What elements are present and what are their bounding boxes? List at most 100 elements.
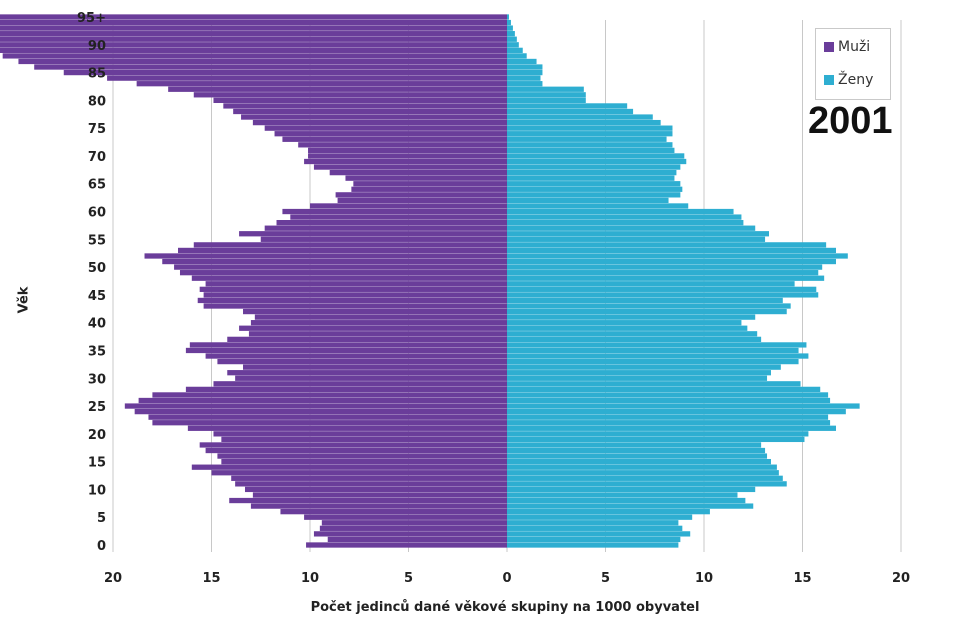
bar-men-age-35 — [185, 347, 507, 354]
bar-men-age-73 — [282, 136, 507, 142]
bar-men-age-0 — [306, 542, 507, 548]
bar-men-age-44 — [197, 297, 507, 304]
y-axis-ticks: 0 5 10 15 20 25 30 35 40 45 50 55 60 65 70 75 80 85 90 95+ — [77, 11, 106, 554]
bar-women-age-40 — [507, 320, 742, 326]
bar-women-age-42 — [507, 308, 787, 315]
bar-women-age-83 — [507, 81, 543, 87]
bar-men-age-55 — [260, 236, 507, 242]
bar-women-age-72 — [507, 142, 673, 148]
y-tick-label: 40 — [88, 317, 106, 332]
bar-men-age-31 — [227, 370, 507, 376]
bar-men-age-81 — [193, 92, 507, 98]
bar-men-age-74 — [274, 131, 507, 137]
bar-women-age-30 — [507, 375, 768, 381]
bar-women-age-46 — [507, 286, 817, 292]
bar-women-age-28 — [507, 386, 821, 393]
bar-women-age-58 — [507, 220, 744, 226]
bar-women-age-81 — [507, 92, 586, 98]
bar-women-age-26 — [507, 397, 831, 404]
bar-women-age-55 — [507, 236, 766, 242]
bar-women-age-3 — [507, 525, 683, 531]
bar-men-age-64 — [351, 186, 507, 192]
bar-men-age-34 — [205, 353, 507, 359]
bar-women-age-44 — [507, 297, 783, 304]
bar-women-age-64 — [507, 186, 683, 192]
bar-men-age-32 — [243, 364, 507, 370]
bar-women-age-74 — [507, 131, 673, 137]
bar-men-age-22 — [152, 420, 507, 426]
bar-men-age-70 — [308, 153, 507, 159]
bar-women-age-36 — [507, 342, 807, 348]
bar-women-age-87 — [507, 58, 537, 65]
bar-men-age-18 — [199, 442, 507, 448]
bar-women-age-49 — [507, 270, 819, 276]
bar-women-age-93 — [507, 25, 513, 31]
bar-men-age-53 — [178, 247, 507, 254]
bar-men-age-83 — [136, 81, 507, 87]
y-tick-label: 10 — [88, 483, 106, 498]
x-axis-ticks: 20 15 10 5 0 5 10 15 20 — [104, 571, 910, 586]
bar-men-age-33 — [217, 358, 507, 365]
bar-women-age-7 — [507, 503, 754, 509]
bar-men-age-11 — [235, 481, 507, 487]
bar-men-age-50 — [174, 264, 507, 270]
bar-women-age-34 — [507, 353, 809, 359]
bar-women-age-71 — [507, 147, 675, 154]
bar-women-age-25 — [507, 403, 860, 409]
bar-men-age-78 — [233, 108, 508, 115]
bar-women-age-18 — [507, 442, 762, 448]
bar-women-age-4 — [507, 520, 679, 526]
bar-women-age-79 — [507, 103, 628, 109]
bar-women-age-78 — [507, 108, 634, 115]
bar-women-age-27 — [507, 392, 829, 398]
bar-women-age-69 — [507, 158, 687, 165]
bar-men-age-5 — [304, 514, 507, 520]
bar-men-age-7 — [250, 503, 507, 509]
bar-women-age-5 — [507, 514, 693, 520]
bar-women-age-39 — [507, 325, 748, 331]
bar-men-age-43 — [203, 303, 507, 309]
bar-men-age-52 — [144, 253, 507, 259]
bar-women-age-62 — [507, 197, 669, 204]
bar-women-age-0 — [507, 542, 679, 548]
bar-women-age-66 — [507, 175, 675, 181]
x-tick-label: 15 — [202, 571, 220, 586]
bar-men-age-67 — [329, 169, 507, 176]
bar-women-age-95 — [507, 14, 509, 20]
bar-men-age-66 — [345, 175, 507, 181]
bar-men-age-71 — [308, 147, 507, 154]
legend-item-men: Muži — [824, 39, 870, 55]
bar-women-age-56 — [507, 231, 770, 237]
bar-men-age-26 — [138, 397, 508, 404]
x-axis-title: Počet jedinců dané věkové skupiny na 100… — [310, 600, 700, 615]
bar-men-age-85 — [63, 69, 507, 76]
x-tick-label: 5 — [601, 571, 610, 586]
bar-women-age-50 — [507, 264, 823, 270]
bar-men-age-94 — [0, 19, 507, 26]
bar-women-age-16 — [507, 453, 768, 459]
bar-men-age-93 — [0, 25, 508, 31]
bar-women-age-9 — [507, 492, 738, 498]
bar-women-age-45 — [507, 292, 819, 298]
bar-men-age-62 — [337, 197, 507, 204]
legend: Muži Ženy — [815, 28, 891, 100]
y-tick-label: 5 — [97, 511, 106, 526]
bar-women-age-54 — [507, 242, 827, 248]
bar-men-age-51 — [162, 258, 507, 265]
bar-women-age-43 — [507, 303, 791, 309]
bar-men-age-41 — [254, 314, 507, 320]
bar-men-age-48 — [191, 275, 508, 281]
bar-women-age-68 — [507, 164, 681, 170]
bar-men-age-58 — [276, 220, 507, 226]
bar-women-age-21 — [507, 425, 836, 431]
bar-women-age-19 — [507, 436, 805, 443]
bar-men-age-91 — [0, 36, 508, 42]
bar-men-age-20 — [213, 431, 507, 437]
legend-label-women: Ženy — [838, 72, 874, 88]
bar-women-age-57 — [507, 225, 756, 231]
bar-women-age-6 — [507, 509, 710, 515]
bar-women-age-67 — [507, 169, 677, 176]
bar-women-age-14 — [507, 464, 777, 470]
bar-women-age-15 — [507, 458, 771, 465]
bar-men-age-28 — [185, 386, 507, 393]
